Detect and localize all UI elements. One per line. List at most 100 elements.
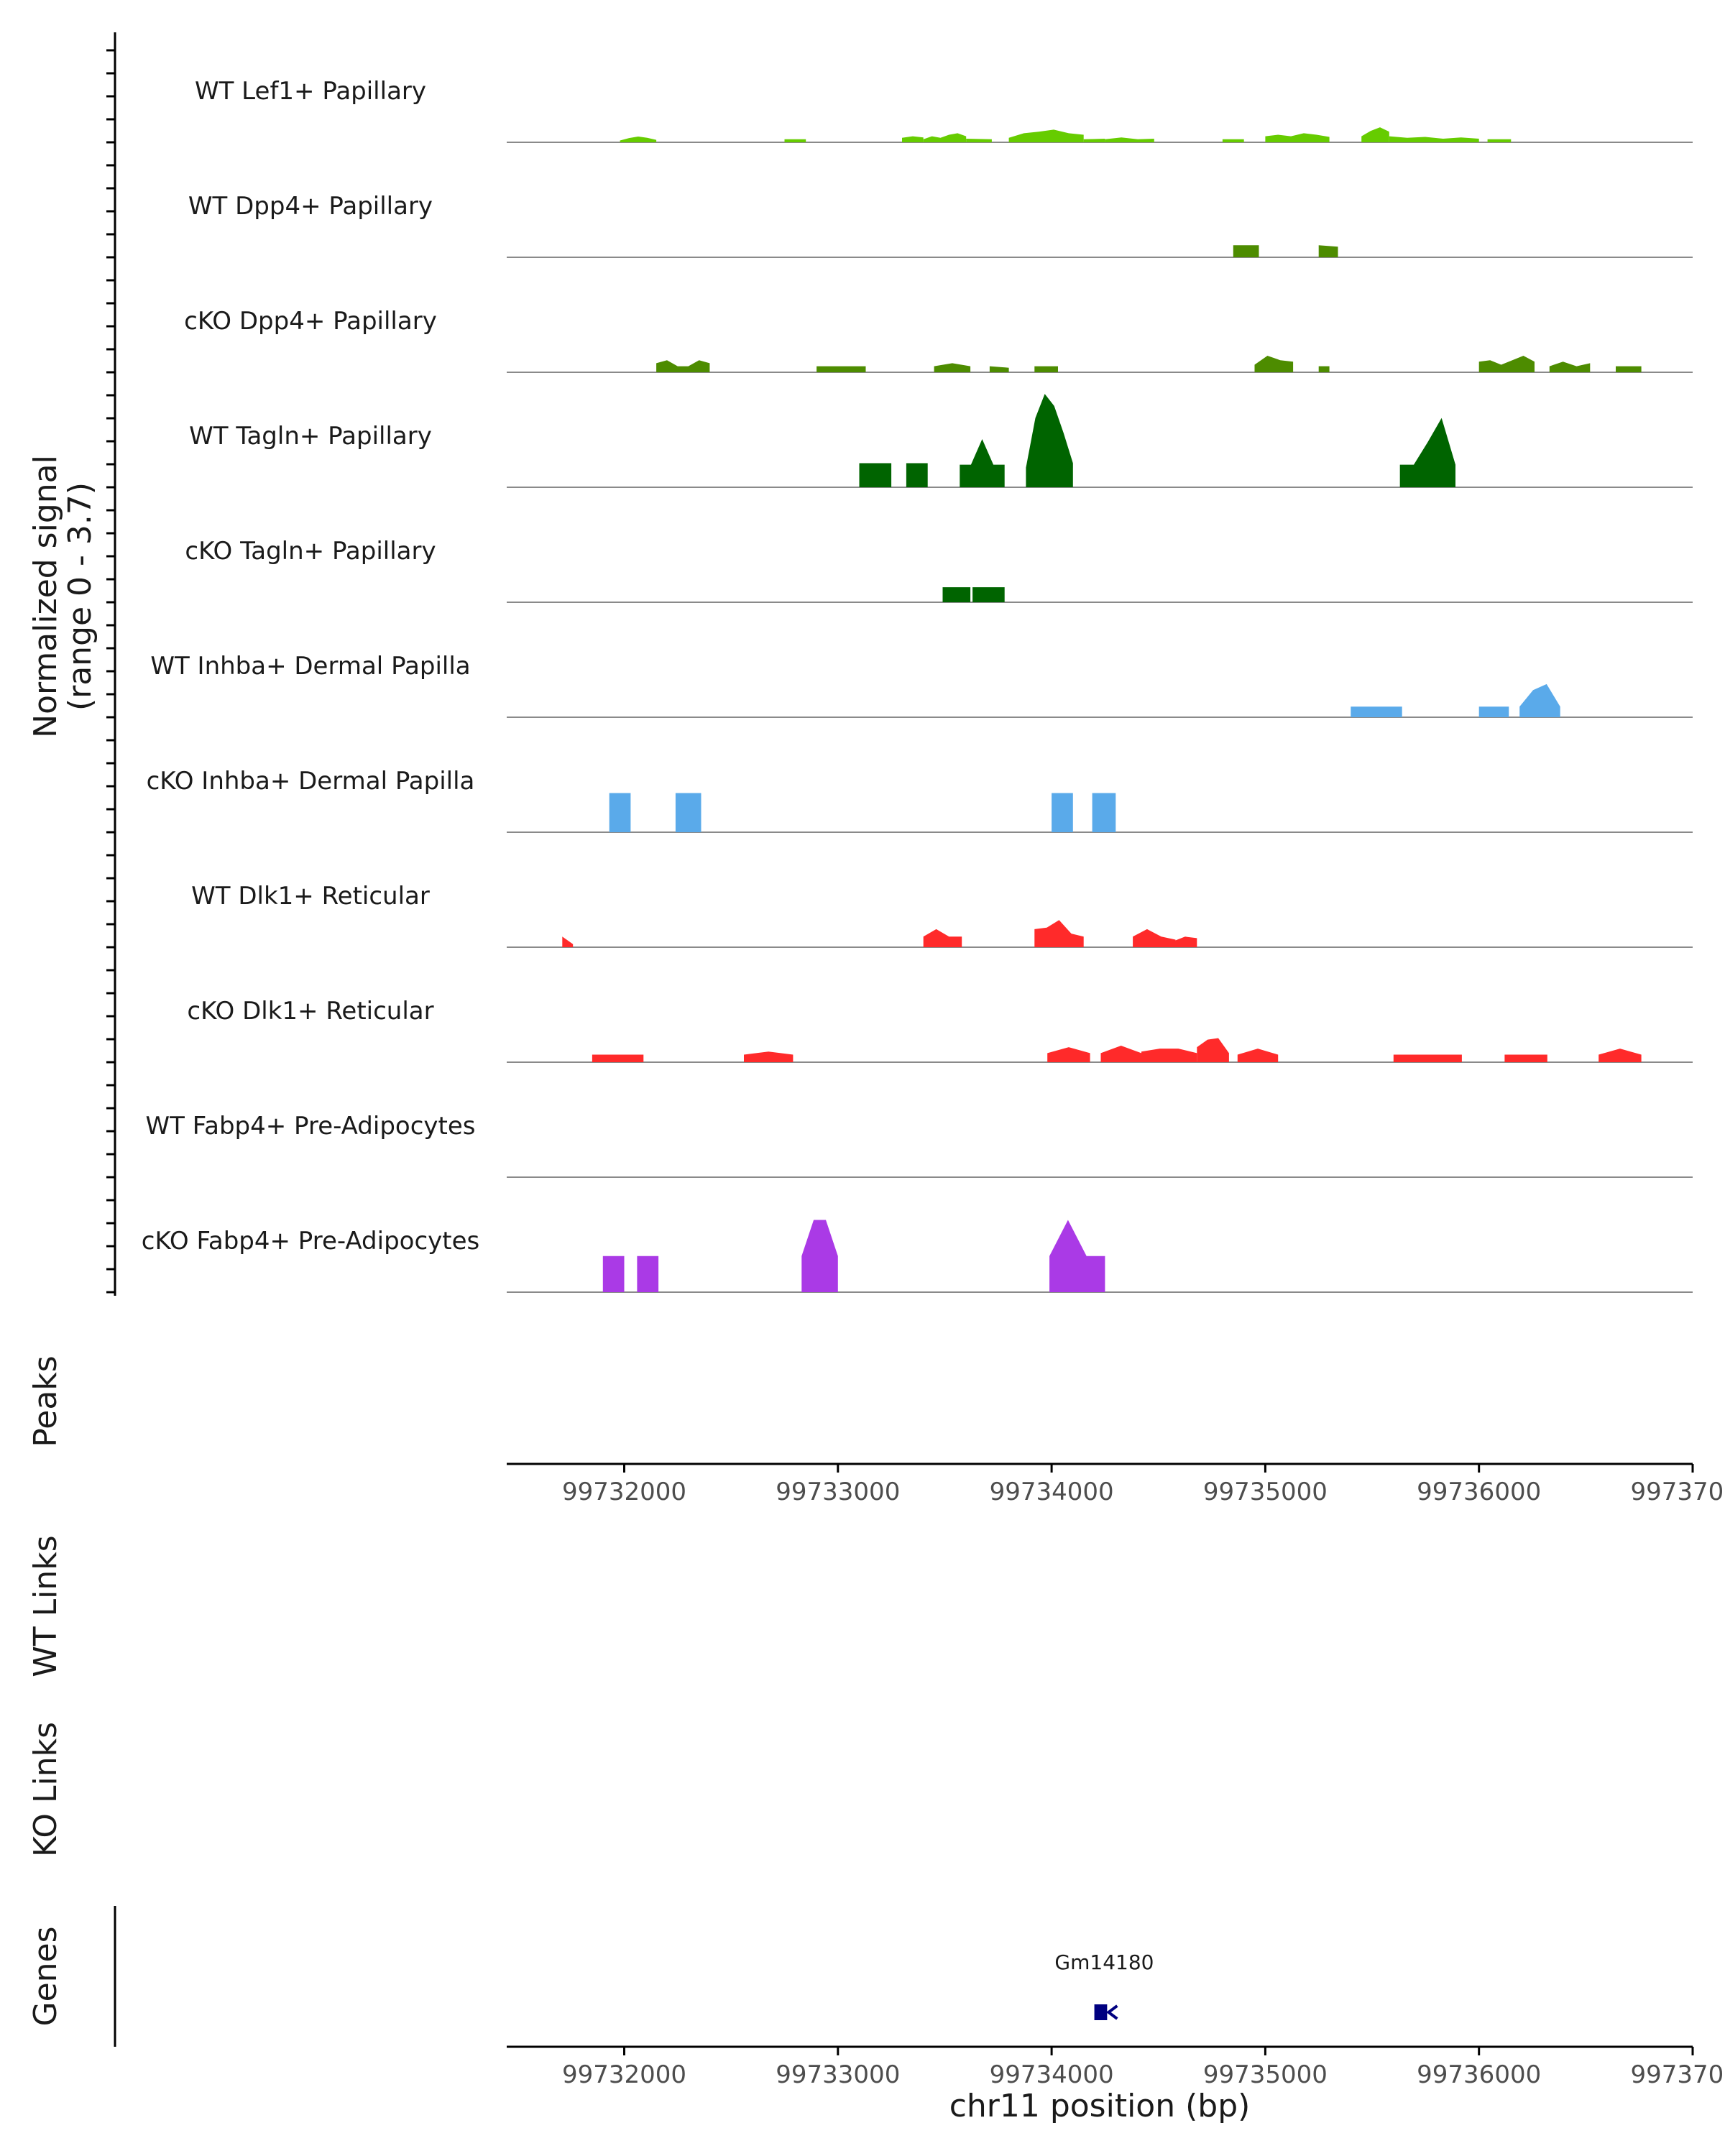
signal-area (1399, 418, 1455, 487)
coverage-tracks: WT Lef1+ Papillary WT Dpp4+ Papillary cKO … (142, 77, 1693, 1293)
track-label: cKO Inhba+ Dermal Papilla (147, 767, 475, 796)
signal-y-axis: Normalized signal (range 0 - 3.7) (27, 32, 116, 1296)
track: WT Inhba+ Dermal Papilla (150, 652, 1693, 718)
x-tick-label: 99736000 (1417, 2060, 1541, 2089)
signal-area (1549, 361, 1591, 372)
signal-area (1478, 356, 1535, 372)
x-axis-upper: 99732000 99733000 99734000 99735000 99736000… (507, 1462, 1725, 1506)
signal-area (1254, 356, 1294, 372)
x-tick-label: 99737000 (1630, 2060, 1725, 2089)
signal-area (859, 463, 892, 487)
track-label: WT Dlk1+ Reticular (191, 882, 430, 911)
signal-area (1374, 706, 1402, 717)
signal-area (622, 1054, 644, 1062)
signal-area (1105, 137, 1154, 142)
signal-area (1616, 366, 1642, 372)
track-label: cKO Dpp4+ Papillary (184, 307, 437, 336)
signal-area (1487, 139, 1512, 142)
signal-area (1222, 139, 1244, 142)
signal-area (1393, 1054, 1462, 1062)
track: cKO Dlk1+ Reticular (187, 997, 1693, 1063)
track: cKO Tagln+ Papillary (185, 537, 1693, 603)
track-label: WT Fabp4+ Pre-Adipocytes (146, 1112, 476, 1141)
track-label: WT Dpp4+ Papillary (188, 192, 433, 221)
x-axis-lower: chr11 position (bp) 99732000 99733000 9973… (507, 2045, 1725, 2124)
signal-area (801, 1220, 838, 1292)
x-tick-label: 99735000 (1203, 1478, 1328, 1506)
signal-area (906, 463, 928, 487)
signal-area (1233, 245, 1259, 257)
signal-area (656, 360, 710, 372)
y-axis-range-label: (range 0 - 3.7) (62, 482, 98, 711)
signal-area (1389, 136, 1479, 142)
signal-area (816, 366, 866, 372)
track: WT Dpp4+ Papillary (188, 192, 1693, 258)
track: cKO Fabp4+ Pre-Adipocytes (142, 1220, 1693, 1293)
signal-area (1133, 929, 1176, 947)
x-tick-label: 99736000 (1417, 1478, 1541, 1506)
track: WT Dlk1+ Reticular (191, 882, 1693, 948)
gene-label: Gm14180 (1054, 1950, 1154, 1974)
signal-area (562, 936, 574, 947)
track: cKO Inhba+ Dermal Papilla (147, 767, 1693, 833)
signal-area (620, 137, 657, 142)
x-axis-title: chr11 position (bp) (949, 2088, 1251, 2124)
signal-area (1049, 1220, 1105, 1292)
genes-track: Genes Gm14180 (27, 1906, 1154, 2047)
signal-area (1361, 127, 1389, 142)
signal-area (1173, 936, 1197, 947)
signal-area (942, 587, 971, 602)
x-tick-label: 99737000 (1630, 1478, 1725, 1506)
signal-area (784, 139, 806, 142)
signal-area (1478, 706, 1509, 717)
signal-area (972, 587, 1005, 602)
signal-area (923, 133, 967, 142)
signal-area (637, 1256, 659, 1292)
gene-strand-arrow (1106, 2004, 1118, 2020)
signal-area (675, 793, 702, 832)
signal-area (1026, 394, 1073, 487)
x-tick-label: 99732000 (562, 2060, 686, 2089)
peaks-label: Peaks (27, 1355, 64, 1447)
signal-area (960, 439, 1005, 487)
x-tick-label: 99734000 (990, 1478, 1114, 1506)
track-label: WT Tagln+ Papillary (189, 422, 432, 451)
track-label: cKO Dlk1+ Reticular (187, 997, 433, 1026)
signal-area (923, 929, 962, 947)
signal-area (1318, 366, 1330, 372)
x-tick-label: 99735000 (1203, 2060, 1328, 2089)
track: WT Fabp4+ Pre-Adipocytes (146, 1112, 1693, 1178)
peaks-track: Peaks (27, 1355, 64, 1447)
signal-area (966, 139, 992, 142)
track-label: cKO Tagln+ Papillary (185, 537, 436, 566)
signal-area (602, 1256, 625, 1292)
genes-label: Genes (27, 1926, 64, 2026)
signal-area (1092, 793, 1116, 832)
signal-area (1318, 245, 1338, 257)
signal-area (744, 1051, 794, 1062)
signal-area (1265, 133, 1330, 142)
signal-area (989, 366, 1009, 372)
signal-area (1034, 366, 1058, 372)
signal-area (1083, 139, 1105, 142)
signal-area (934, 363, 971, 372)
track: WT Tagln+ Papillary (189, 394, 1693, 488)
track: WT Lef1+ Papillary (195, 77, 1693, 143)
x-tick-label: 99733000 (776, 1478, 900, 1506)
signal-area (1100, 1046, 1141, 1062)
track: cKO Dpp4+ Papillary (184, 307, 1693, 373)
track-label: WT Inhba+ Dermal Papilla (150, 652, 470, 681)
signal-area (592, 1054, 622, 1062)
x-tick-label: 99732000 (562, 1478, 686, 1506)
signal-area (1052, 793, 1073, 832)
signal-area (1047, 1047, 1090, 1062)
x-tick-label: 99733000 (776, 2060, 900, 2089)
y-axis-label: Normalized signal (27, 455, 64, 738)
signal-area (1519, 683, 1560, 717)
track-label: cKO Fabp4+ Pre-Adipocytes (142, 1227, 480, 1256)
wt-links-label: WT Links (27, 1535, 64, 1677)
links-tracks: WT Links KO Links (27, 1535, 64, 1857)
ko-links-label: KO Links (27, 1722, 64, 1857)
signal-area (1598, 1049, 1642, 1062)
